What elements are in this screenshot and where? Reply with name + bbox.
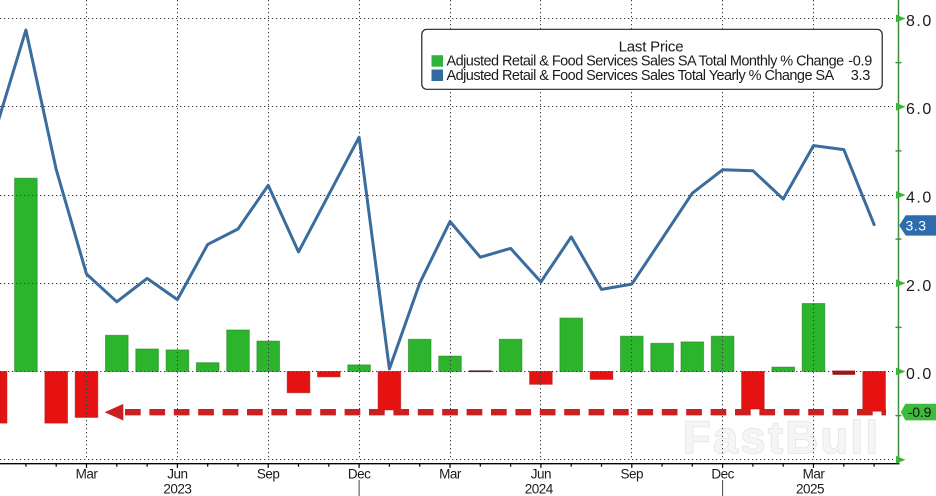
svg-text:6.0: 6.0 xyxy=(906,101,933,118)
svg-text:Jun: Jun xyxy=(531,467,551,482)
svg-text:-0.9: -0.9 xyxy=(848,54,872,70)
svg-text:0.0: 0.0 xyxy=(906,366,933,383)
svg-text:2.0: 2.0 xyxy=(906,278,933,295)
svg-text:4.0: 4.0 xyxy=(906,190,933,207)
svg-text:Last Price: Last Price xyxy=(619,39,684,56)
svg-text:Dec: Dec xyxy=(348,467,371,482)
svg-text:Mar: Mar xyxy=(803,467,826,482)
svg-text:3.3: 3.3 xyxy=(906,218,927,234)
svg-text:3.3: 3.3 xyxy=(851,68,870,84)
svg-text:Adjusted Retail & Food Service: Adjusted Retail & Food Services Sales To… xyxy=(447,68,835,84)
svg-text:FastBull: FastBull xyxy=(683,412,881,463)
svg-text:2023: 2023 xyxy=(163,482,191,496)
svg-text:Sep: Sep xyxy=(621,467,644,482)
svg-text:2024: 2024 xyxy=(525,482,554,496)
svg-text:Mar: Mar xyxy=(439,467,462,482)
svg-text:Adjusted Retail & Food Service: Adjusted Retail & Food Services Sales SA… xyxy=(447,54,845,70)
svg-text:Mar: Mar xyxy=(76,467,99,482)
svg-text:8.0: 8.0 xyxy=(906,13,933,30)
svg-text:2025: 2025 xyxy=(796,482,824,496)
svg-text:Sep: Sep xyxy=(257,467,280,482)
svg-text:Dec: Dec xyxy=(711,467,734,482)
svg-text:-0.9: -0.9 xyxy=(908,404,932,420)
svg-text:Jun: Jun xyxy=(167,467,187,482)
